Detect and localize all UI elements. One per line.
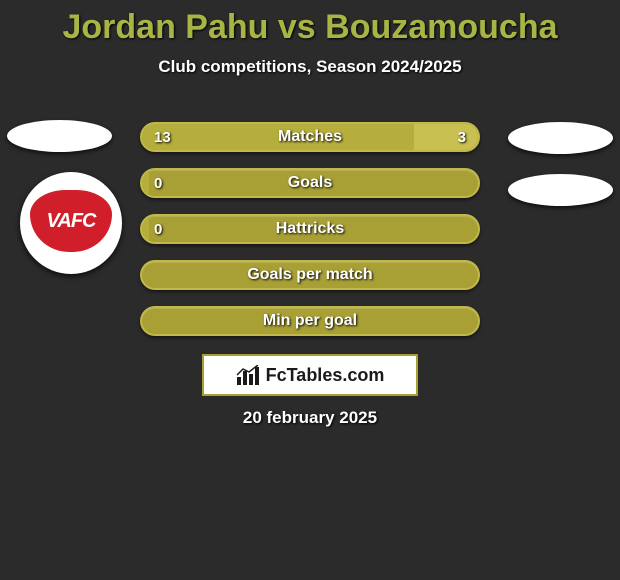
bar-label: Hattricks	[142, 216, 478, 242]
club-crest-left: VAFC	[20, 172, 122, 274]
player-slot-right	[508, 174, 613, 206]
brand-box: FcTables.com	[202, 354, 418, 396]
stat-bar: Goals per match	[140, 260, 480, 290]
stat-bar: Hattricks0	[140, 214, 480, 244]
page-title: Jordan Pahu vs Bouzamoucha	[0, 0, 620, 47]
brand-text: FcTables.com	[266, 365, 385, 386]
stat-bar: Min per goal	[140, 306, 480, 336]
player-slot-left	[7, 120, 112, 152]
stat-bar: Goals0	[140, 168, 480, 198]
bar-chart-icon	[236, 365, 260, 385]
bar-value-left: 13	[154, 124, 171, 150]
bar-label: Matches	[142, 124, 478, 150]
date-label: 20 february 2025	[0, 408, 620, 428]
bar-label: Goals	[142, 170, 478, 196]
comparison-bars: Matches133Goals0Hattricks0Goals per matc…	[140, 122, 480, 352]
bar-label: Goals per match	[142, 262, 478, 288]
player-slot-right	[508, 122, 613, 154]
page-subtitle: Club competitions, Season 2024/2025	[0, 57, 620, 77]
bar-value-right: 3	[458, 124, 466, 150]
bar-label: Min per goal	[142, 308, 478, 334]
bar-value-left: 0	[154, 170, 162, 196]
bar-value-left: 0	[154, 216, 162, 242]
stat-bar: Matches13 3	[140, 122, 480, 152]
crest-text: VAFC	[30, 190, 112, 252]
